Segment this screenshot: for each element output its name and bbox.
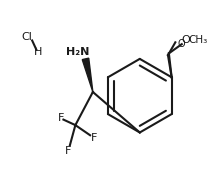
- Polygon shape: [82, 58, 93, 92]
- Text: O: O: [182, 35, 191, 45]
- Text: F: F: [90, 133, 97, 143]
- Text: F: F: [58, 113, 64, 123]
- Text: Cl: Cl: [21, 32, 32, 42]
- Text: CH₃: CH₃: [189, 36, 208, 45]
- Text: F: F: [65, 146, 71, 156]
- Text: H: H: [33, 47, 42, 56]
- Text: H₂N: H₂N: [66, 47, 90, 56]
- Text: O: O: [178, 39, 186, 49]
